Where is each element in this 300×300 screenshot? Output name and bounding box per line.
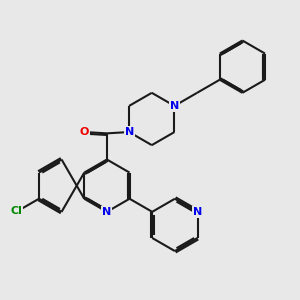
Text: Cl: Cl bbox=[11, 206, 22, 215]
Text: O: O bbox=[80, 127, 89, 137]
Text: N: N bbox=[170, 101, 179, 111]
Text: N: N bbox=[193, 207, 202, 217]
Text: N: N bbox=[102, 207, 112, 217]
Text: N: N bbox=[124, 127, 134, 137]
